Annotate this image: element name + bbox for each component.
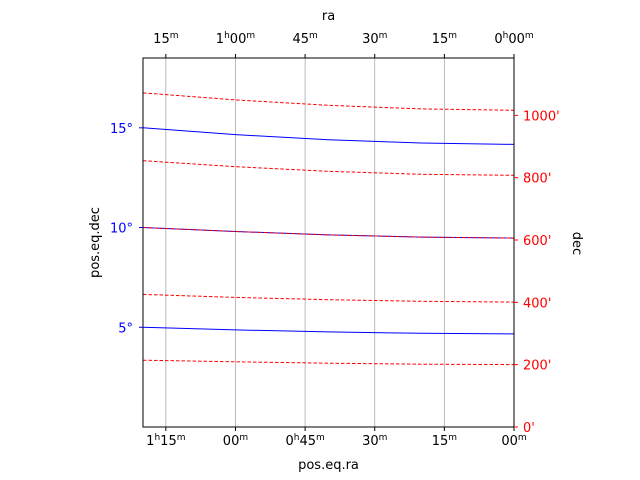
right-y-axis-label: dec: [569, 232, 584, 255]
series-line-solid: [142, 227, 515, 239]
series-line-solid: [142, 326, 515, 335]
top-tick-label: 1h00m: [216, 31, 255, 47]
x-tick-label: 30m: [362, 433, 387, 449]
top-tick-label: 45m: [292, 31, 317, 47]
x-tick-label: 00m: [501, 433, 526, 449]
left-tick-label: 5°: [118, 321, 133, 336]
series-line-dashed: [142, 92, 515, 111]
top-x-axis-label: ra: [322, 9, 335, 24]
right-tick-label: 800': [523, 172, 551, 187]
right-tick-label: 1000': [523, 109, 560, 124]
series-lines: [142, 92, 515, 366]
series-line-dashed: [142, 160, 515, 176]
left-tick-label: 15°: [110, 122, 133, 137]
right-tick-label: 200': [523, 359, 551, 374]
x-axis-label: pos.eq.ra: [298, 458, 359, 473]
x-tick-label: 0h45m: [285, 433, 324, 449]
right-tick-label: 0': [523, 421, 535, 436]
y-axis-label: pos.eq.dec: [88, 207, 103, 278]
top-tick-label: 0h00m: [494, 31, 533, 47]
x-tick-label: 15m: [432, 433, 457, 449]
top-tick-label: 15m: [432, 31, 457, 47]
ticks: 1h15m 00m 0h45m 30m 15m 00m 15m 1h00m 45m 30m 15m 0…: [110, 31, 560, 449]
series-line-dashed: [142, 293, 515, 303]
left-tick-label: 10°: [110, 222, 133, 237]
series-line-dashed: [142, 227, 515, 239]
series-line-solid: [142, 127, 515, 145]
top-tick-label: 15m: [153, 31, 178, 47]
right-tick-label: 400': [523, 296, 551, 311]
plot-frame: [142, 57, 515, 428]
series-line-dashed: [142, 359, 515, 366]
right-tick-label: 600': [523, 234, 551, 249]
x-tick-label: 00m: [223, 433, 248, 449]
grid-lines: [165, 58, 515, 427]
x-tick-label: 1h15m: [146, 433, 185, 449]
top-tick-label: 30m: [362, 31, 387, 47]
